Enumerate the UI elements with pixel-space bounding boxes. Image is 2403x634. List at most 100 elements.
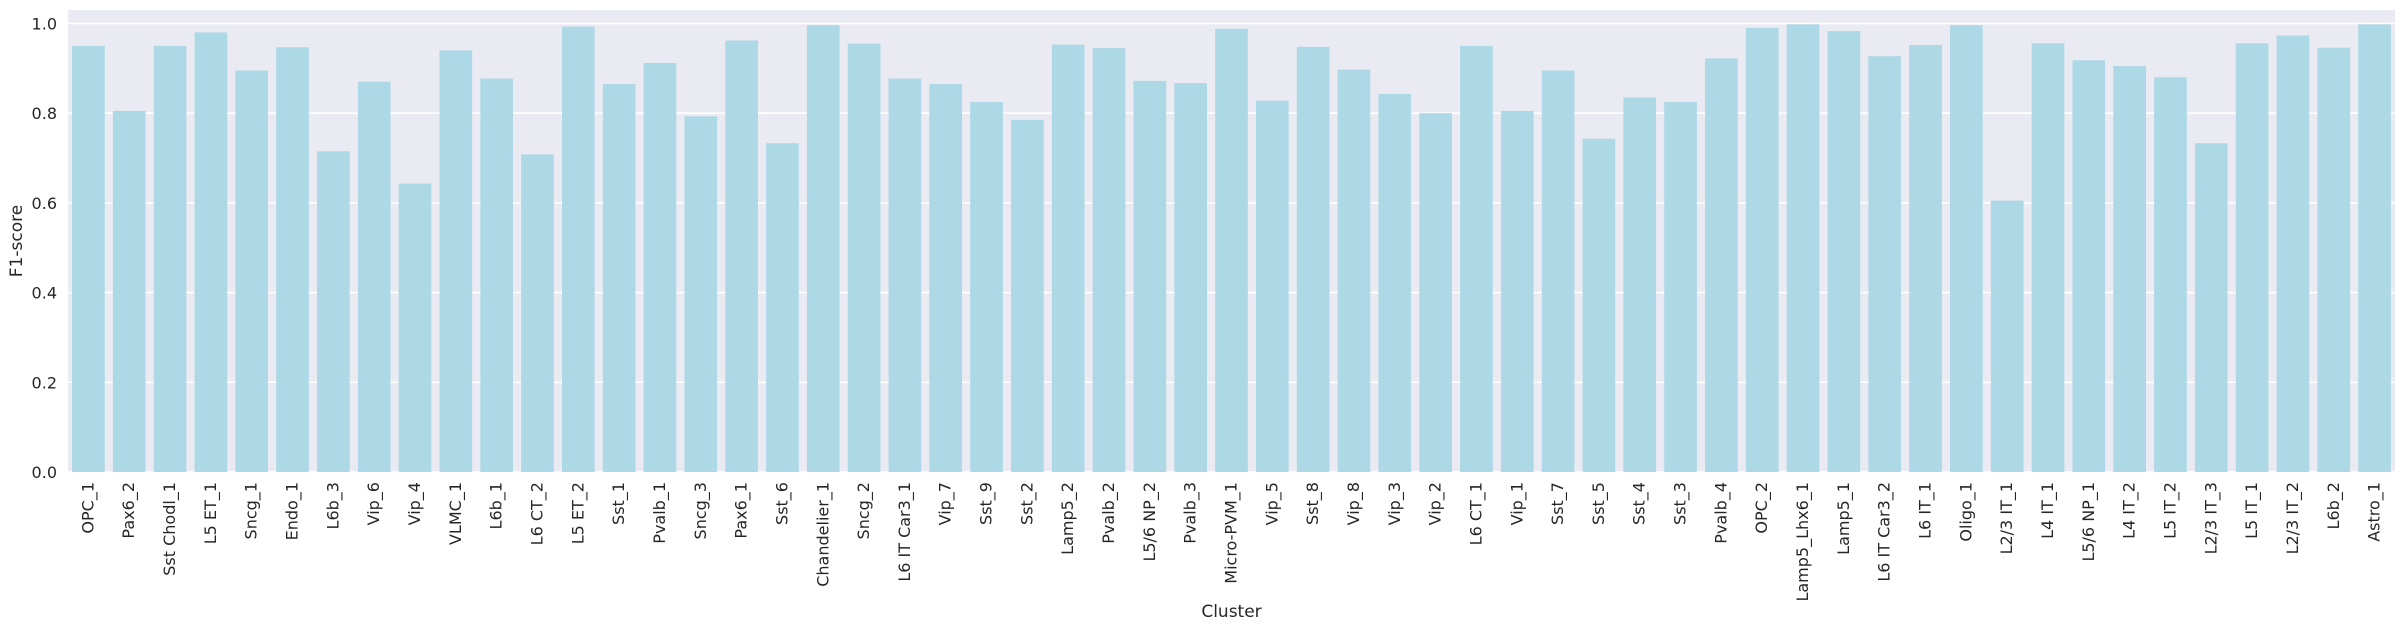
x-tick-label: Sncg_2 <box>854 482 874 539</box>
x-tick-label: L6 IT Car3_1 <box>895 482 915 582</box>
bar <box>2235 43 2269 473</box>
x-tick-label: L4 IT_1 <box>2038 482 2058 539</box>
x-tick-label: Sncg_1 <box>242 482 262 539</box>
bar <box>439 50 473 473</box>
bar <box>235 70 269 472</box>
bar <box>1786 24 1820 473</box>
x-tick-label: Micro-PVM_1 <box>1222 482 1242 584</box>
bar <box>1705 58 1738 472</box>
x-tick-label: Sst Chodl_1 <box>160 482 180 576</box>
bar <box>2358 24 2391 473</box>
bar <box>1868 56 1902 472</box>
bars <box>72 24 2391 473</box>
x-tick-label: Pvalb_2 <box>1099 482 1119 544</box>
x-tick-label: L2/3 IT_1 <box>1997 482 2017 554</box>
bar <box>112 110 146 472</box>
bar <box>1011 119 1044 473</box>
x-axis-ticks: OPC_1 Pax6_2 Sst Chodl_1 L5 ET_1 Sncg_1 Endo_… <box>78 482 2384 602</box>
bar <box>1664 101 1697 473</box>
x-tick-label: Lamp5_1 <box>1834 482 1854 555</box>
x-tick-label: Lamp5_2 <box>1058 482 1078 555</box>
x-tick-label: L5 IT_2 <box>2160 482 2180 539</box>
x-tick-label: Sst_8 <box>1303 482 1323 525</box>
x-tick-label: Pvalb_3 <box>1181 482 1201 544</box>
bar <box>1174 83 1208 473</box>
bar <box>1296 46 1330 473</box>
x-tick-label: Astro_1 <box>2365 482 2385 542</box>
x-tick-label: L4 IT_2 <box>2120 482 2140 539</box>
bar <box>684 116 718 472</box>
y-tick-label: 0.0 <box>32 463 57 482</box>
bar <box>2276 35 2310 473</box>
bar <box>725 40 758 472</box>
x-tick-label: VLMC_1 <box>446 482 466 545</box>
x-tick-label: Sst_5 <box>1589 482 1609 525</box>
bar <box>480 78 513 472</box>
bar <box>2113 66 2146 472</box>
x-tick-label: Sst_4 <box>1630 482 1650 525</box>
x-tick-label: Vip_8 <box>1344 482 1364 525</box>
bar <box>72 45 105 473</box>
x-tick-label: Sst_3 <box>1671 482 1691 525</box>
x-tick-label: Vip_6 <box>364 482 384 525</box>
bar <box>2154 77 2187 472</box>
y-tick-label: 1.0 <box>32 14 57 33</box>
x-tick-label: Pax6_1 <box>732 482 752 539</box>
bar <box>1419 113 1452 473</box>
bar <box>1051 44 1085 472</box>
y-tick-label: 0.2 <box>32 373 57 392</box>
bar <box>276 47 309 472</box>
x-tick-label: L5 IT_1 <box>2242 482 2262 539</box>
y-axis-label: F1-score <box>7 205 27 277</box>
bar <box>1582 138 1616 472</box>
x-tick-label: L2/3 IT_2 <box>2283 482 2303 554</box>
bar <box>1092 48 1126 472</box>
y-axis-ticks: 0.0 0.2 0.4 0.6 0.8 1.0 <box>32 14 57 482</box>
bar <box>970 101 1003 473</box>
bar <box>357 81 391 472</box>
bar <box>1500 110 1534 472</box>
bar <box>1460 45 1493 473</box>
bar <box>1909 44 1942 472</box>
bar <box>1255 100 1289 472</box>
bar <box>2031 43 2065 473</box>
bar <box>806 25 840 472</box>
bar <box>1133 80 1167 472</box>
bar <box>1745 27 1779 473</box>
bar <box>1215 28 1248 472</box>
x-tick-label: L6 IT Car3_2 <box>1875 482 1895 582</box>
bar <box>1827 31 1861 473</box>
x-tick-label: Pvalb_4 <box>1711 482 1731 544</box>
bar <box>1950 25 1983 472</box>
x-tick-label: Lamp5_Lhx6_1 <box>1793 482 1813 602</box>
x-tick-label: Oligo_1 <box>1956 482 1976 542</box>
bar <box>1541 70 1575 472</box>
x-tick-label: Vip_1 <box>1507 482 1527 525</box>
bar <box>602 84 636 473</box>
x-tick-label: L6b_2 <box>2324 482 2344 529</box>
x-tick-label: OPC_2 <box>1752 482 1772 534</box>
bar <box>888 78 922 472</box>
bar <box>1623 97 1657 473</box>
x-tick-label: L5 ET_2 <box>568 482 588 544</box>
bar <box>1990 200 2024 472</box>
bar <box>766 143 799 472</box>
x-tick-label: Vip_7 <box>936 482 956 525</box>
x-tick-label: L5/6 NP_2 <box>1140 482 1160 562</box>
x-tick-label: L6 IT_1 <box>1916 482 1936 539</box>
x-tick-label: L5 ET_1 <box>201 482 221 544</box>
x-tick-label: Pvalb_1 <box>650 482 670 544</box>
x-tick-label: Sncg_3 <box>691 482 711 539</box>
x-tick-label: L2/3 IT_3 <box>2201 482 2221 554</box>
x-tick-label: L6b_3 <box>323 482 343 529</box>
x-axis-label: Cluster <box>1201 602 1261 622</box>
x-tick-label: L6 CT_2 <box>527 482 547 545</box>
x-tick-label: L6 CT_1 <box>1466 482 1486 545</box>
y-tick-label: 0.6 <box>32 194 57 213</box>
x-tick-label: OPC_1 <box>78 482 98 534</box>
y-tick-label: 0.8 <box>32 104 57 123</box>
bar <box>2194 143 2228 472</box>
x-tick-label: Vip_2 <box>1426 482 1446 525</box>
